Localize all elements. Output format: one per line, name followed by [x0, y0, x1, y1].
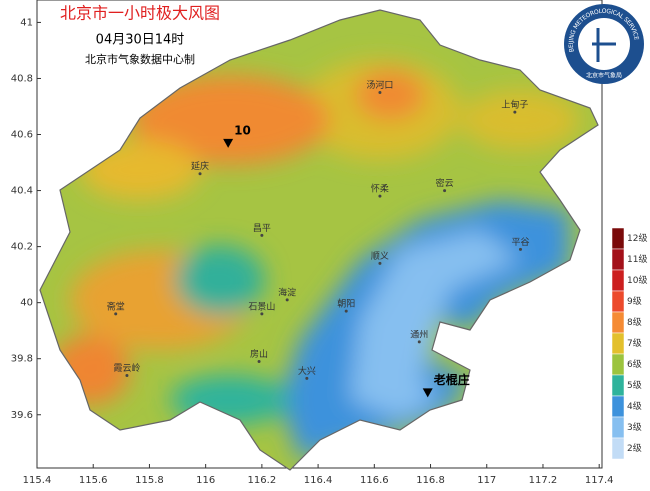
x-tick-label: 117.4: [585, 475, 614, 486]
place-dot: [378, 90, 382, 94]
legend-swatch: [611, 395, 625, 418]
legend-label: 7级: [627, 337, 642, 349]
place-dot: [443, 189, 447, 193]
y-tick-label: 40.8: [11, 73, 33, 84]
place-dot: [198, 172, 202, 176]
legend-label: 6级: [627, 358, 642, 370]
legend-swatch: [611, 290, 625, 313]
place-label: 通州: [410, 329, 428, 340]
legend-swatch: [611, 353, 625, 376]
legend-swatch: [611, 269, 625, 292]
legend-label: 5级: [627, 379, 642, 391]
place-dot: [260, 233, 264, 237]
legend-swatch: [611, 248, 625, 271]
place-label: 海淀: [278, 286, 296, 298]
place-label: 霞云岭: [113, 362, 140, 374]
place-label: 平谷: [511, 237, 529, 248]
y-tick-label: 41: [20, 17, 33, 28]
legend-label: 10级: [627, 274, 647, 286]
x-tick-label: 115.8: [135, 475, 164, 486]
y-tick-label: 40.2: [11, 242, 33, 253]
legend-label: 8级: [627, 316, 642, 328]
x-tick-label: 116.8: [416, 475, 445, 486]
place-dot: [285, 298, 289, 302]
x-tick-label: 116: [196, 475, 215, 486]
place-dot: [125, 374, 129, 378]
place-dot: [260, 312, 264, 316]
legend-label: 2级: [627, 442, 642, 454]
place-dot: [417, 340, 421, 344]
border: [39, 9, 599, 471]
place-label: 密云: [436, 177, 454, 189]
place-dot: [378, 194, 382, 198]
place-label: 石景山: [248, 301, 275, 312]
legend-label: 9级: [627, 295, 642, 307]
y-tick-label: 40.4: [11, 186, 33, 197]
x-tick-label: 117: [477, 475, 496, 486]
time: 04月30日14时: [96, 33, 185, 48]
station-marker: [422, 388, 433, 398]
legend-swatch: [611, 332, 625, 355]
y-tick-label: 39.8: [11, 354, 33, 365]
legend-swatch: [611, 227, 625, 250]
station-label: 老棍庄: [434, 372, 470, 387]
legend-label: 3级: [627, 421, 642, 433]
x-tick-label: 116.6: [360, 475, 389, 486]
place-label: 上甸子: [501, 99, 528, 111]
title: 北京市一小时极大风图: [60, 4, 220, 23]
x-tick-label: 115.6: [79, 475, 108, 486]
legend-swatch: [611, 374, 625, 397]
place-label: 斋堂: [107, 300, 125, 312]
legend-label: 4级: [627, 400, 642, 412]
place-label: 房山: [250, 348, 268, 360]
place-dot: [378, 261, 382, 265]
y-tick-label: 40.6: [11, 130, 33, 141]
place-dot: [114, 312, 118, 316]
y-tick-label: 40: [20, 298, 33, 309]
place-dot: [518, 247, 522, 251]
place-label: 延庆: [191, 160, 209, 172]
x-tick-label: 116.4: [304, 475, 333, 486]
y-tick-label: 39.6: [11, 410, 33, 421]
legend-swatch: [611, 416, 625, 439]
place-label: 朝阳: [337, 299, 355, 310]
place-label: 昌平: [253, 223, 271, 234]
place-dot: [257, 360, 261, 364]
station-marker: [223, 138, 234, 148]
place-label: 汤河口: [366, 79, 393, 91]
place-dot: [344, 309, 348, 313]
x-tick-label: 116.2: [248, 475, 277, 486]
place-label: 顺义: [371, 251, 389, 262]
logo-name: 北京市气象局: [586, 72, 622, 80]
legend-label: 11级: [627, 253, 647, 265]
logo: BEIJING METEOROLOGICAL SERVICE 北京市气象局: [564, 4, 644, 84]
place-label: 怀柔: [371, 183, 389, 195]
legend-swatch: [611, 437, 625, 460]
station-label: 10: [234, 123, 251, 137]
x-tick-label: 117.2: [529, 475, 558, 486]
place-dot: [305, 376, 309, 380]
place-dot: [513, 110, 517, 114]
legend-label: 12级: [627, 232, 647, 244]
place-label: 大兴: [298, 365, 316, 377]
x-tick-label: 115.4: [23, 475, 52, 486]
source: 北京市气象数据中心制: [85, 52, 195, 66]
legend-swatch: [611, 311, 625, 334]
